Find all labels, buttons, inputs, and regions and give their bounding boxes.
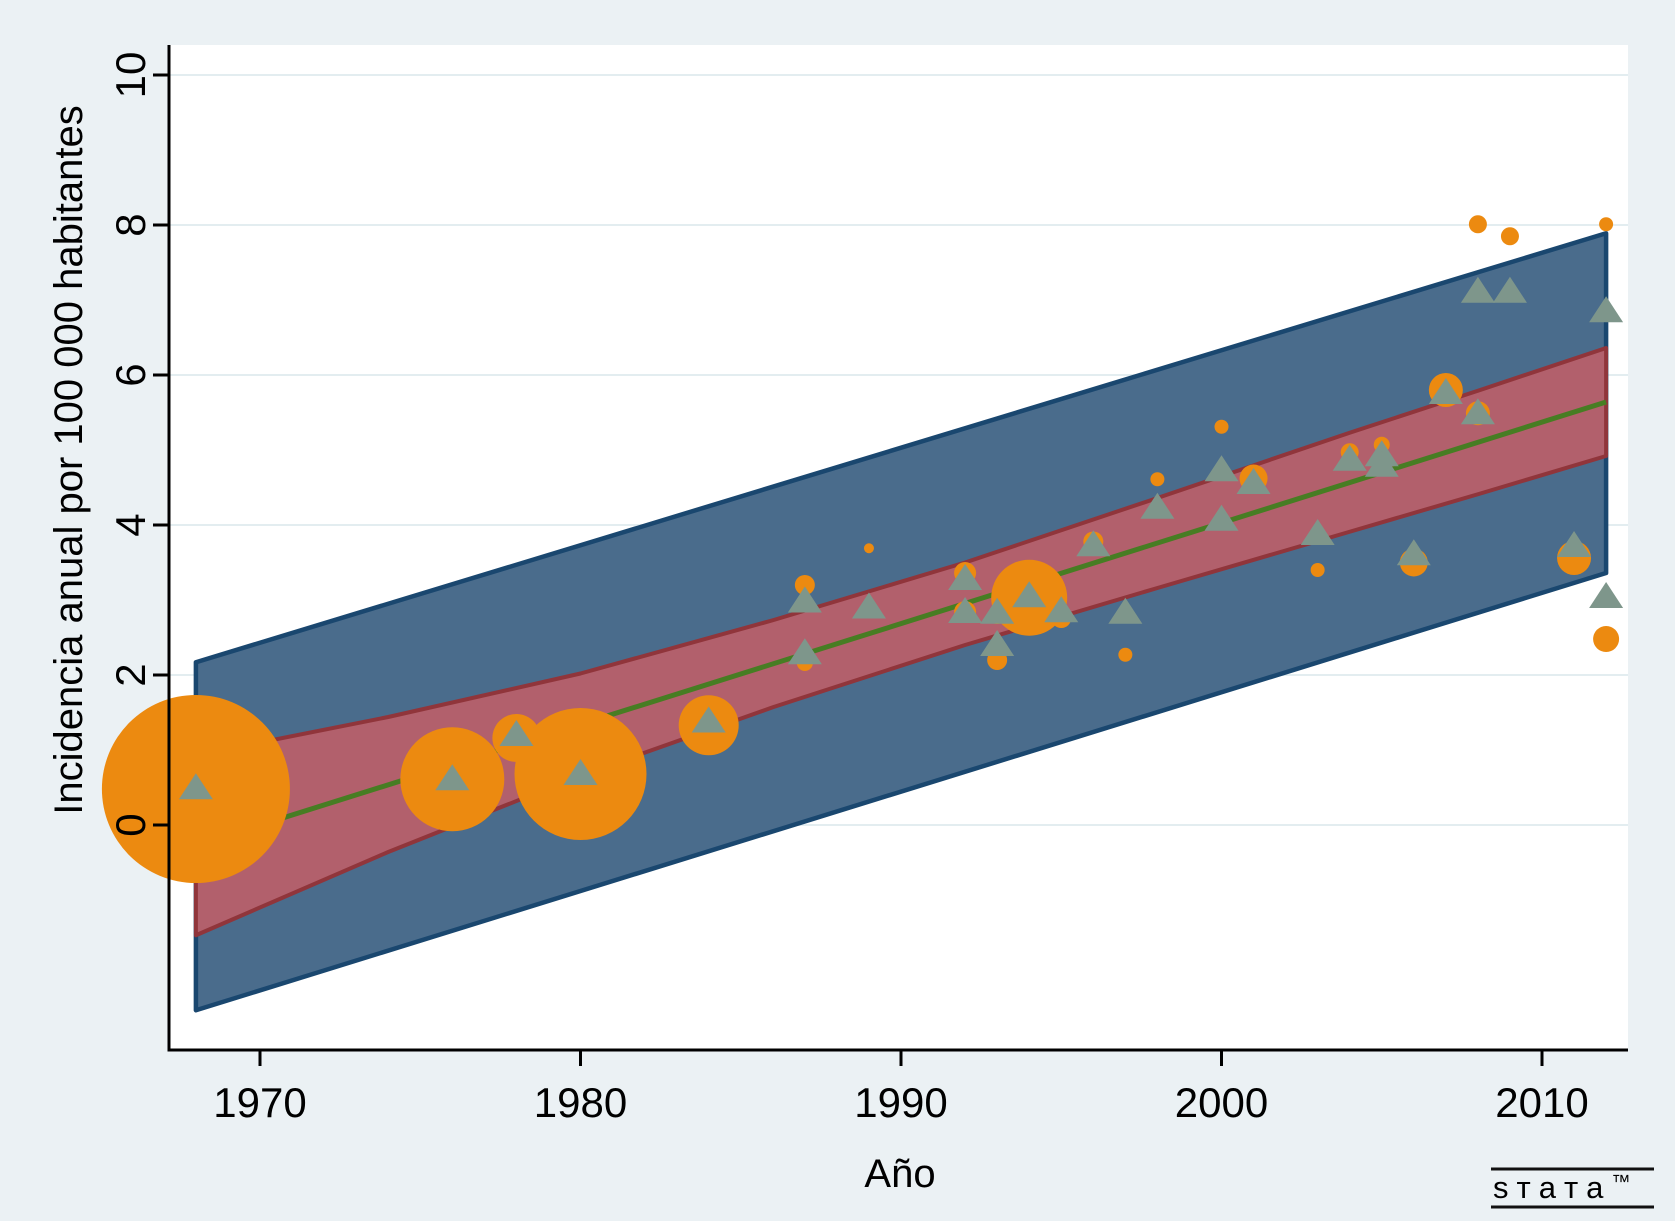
study-triangle [851,592,886,619]
study-bubble [1214,419,1229,434]
study-triangle [1236,468,1271,494]
study-triangle [980,597,1015,624]
study-triangle [1589,582,1624,608]
stata-logo-tm: ™ [1611,1172,1630,1193]
study-triangle [691,706,726,733]
y-tick-label: 2 [107,663,154,686]
y-tick-label: 4 [107,513,154,536]
study-triangle [1460,398,1495,425]
study-triangle [1140,492,1175,519]
study-triangle [1364,450,1399,477]
study-triangle [1589,296,1624,323]
study-triangle [499,720,534,746]
study-triangle [1108,597,1143,624]
study-triangle [1492,276,1527,303]
x-axis-title: Año [864,1152,935,1196]
x-tick-label: 1990 [854,1079,947,1126]
study-triangle [948,564,983,590]
study-triangle [787,638,822,665]
x-tick-label: 1980 [534,1079,627,1126]
study-bubble [1118,647,1133,662]
study-triangle [1076,530,1111,557]
study-bubble [863,543,874,554]
stata-logo-text: sтaтa™ [1493,1170,1630,1205]
study-triangle [563,759,598,785]
study-triangle [980,630,1015,656]
study-triangle [787,586,822,613]
study-triangle [1396,539,1431,566]
study-triangle [1044,596,1079,623]
study-triangle [435,764,470,791]
study-triangle [1460,276,1495,303]
study-bubble [1500,227,1519,246]
study-bubble [1593,626,1620,652]
study-triangle [1204,455,1239,482]
study-triangle [1428,378,1463,404]
x-tick-label: 2010 [1495,1079,1588,1126]
study-triangle [1300,519,1335,545]
study-triangle [1012,581,1047,608]
study-bubble [794,575,815,595]
study-bubble [1468,215,1487,234]
study-triangle [178,773,213,800]
study-bubble [1599,217,1614,232]
study-triangle [1204,504,1239,531]
study-triangle [1557,531,1592,557]
y-tick-label: 10 [107,52,154,99]
study-bubble [1310,563,1325,577]
x-tick-label: 2000 [1175,1079,1268,1126]
study-triangle [948,597,983,623]
y-tick-label: 0 [107,813,154,836]
y-tick-label: 8 [107,213,154,236]
x-tick-label: 1970 [213,1079,306,1126]
y-tick-label: 6 [107,363,154,386]
stata-logo: sтaтa™ [1491,1167,1654,1209]
y-axis-title: Incidencia anual por 100 000 habitantes [47,105,91,814]
study-bubble [1150,472,1165,487]
study-triangle [1332,444,1367,471]
